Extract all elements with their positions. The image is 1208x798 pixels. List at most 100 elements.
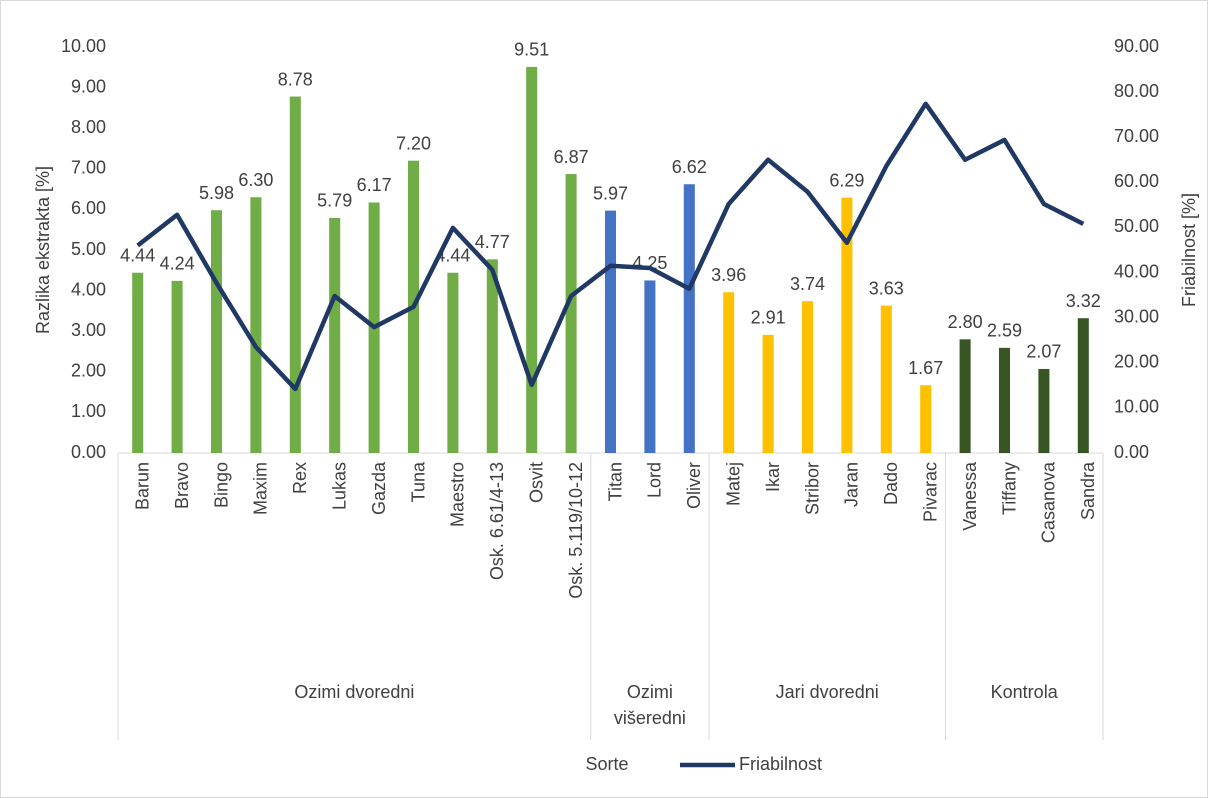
x-tick-label: Bingo <box>211 462 231 508</box>
bar <box>683 184 695 453</box>
x-tick-label: Tuna <box>408 461 428 502</box>
x-tick-label: Stribor <box>802 462 822 515</box>
bar <box>959 339 971 453</box>
y2-axis-title: Friabilnost [%] <box>1179 193 1199 307</box>
bar <box>920 385 932 453</box>
bar <box>880 305 892 453</box>
value-label: 3.96 <box>711 265 746 285</box>
y-tick-label: 6.00 <box>71 198 106 218</box>
y2-tick-label: 0.00 <box>1114 442 1149 462</box>
y-tick-label: 1.00 <box>71 401 106 421</box>
x-tick-label: Casanova <box>1039 461 1059 543</box>
value-label: 2.59 <box>987 321 1022 341</box>
x-axis-title: Sorte <box>585 754 628 774</box>
bar <box>526 66 538 454</box>
value-label: 9.51 <box>514 40 549 60</box>
y-tick-label: 9.00 <box>71 76 106 96</box>
y2-tick-label: 30.00 <box>1114 306 1159 326</box>
value-label: 5.98 <box>199 183 234 203</box>
value-label: 4.44 <box>120 245 155 265</box>
value-label: 6.29 <box>829 170 864 190</box>
value-label: 6.30 <box>238 170 273 190</box>
bar <box>723 292 735 453</box>
value-label: 3.32 <box>1066 291 1101 311</box>
x-tick-label: Jaran <box>842 462 862 507</box>
x-tick-label: Vanessa <box>960 461 980 531</box>
value-label: 6.17 <box>357 175 392 195</box>
group-label: Ozimi višeredni <box>613 682 686 728</box>
bar <box>250 197 262 453</box>
y-tick-label: 7.00 <box>71 158 106 178</box>
bar <box>486 259 498 453</box>
y2-tick-label: 70.00 <box>1114 126 1159 146</box>
bar <box>841 197 853 453</box>
bar <box>998 347 1011 453</box>
value-label: 2.80 <box>948 312 983 332</box>
x-tick-label: Oliver <box>684 462 704 509</box>
bar <box>329 217 341 453</box>
value-label: 3.74 <box>790 274 825 294</box>
x-tick-label: Maxim <box>251 462 271 515</box>
y-tick-label: 4.00 <box>71 279 106 299</box>
x-tick-label: Dado <box>881 462 901 505</box>
value-label: 5.79 <box>317 191 352 211</box>
y2-tick-label: 80.00 <box>1114 81 1159 101</box>
bar <box>1077 318 1089 453</box>
value-label: 1.67 <box>908 358 943 378</box>
bar <box>1038 368 1050 453</box>
bar <box>171 280 183 453</box>
x-tick-label: Rex <box>290 462 310 494</box>
bar <box>801 301 814 453</box>
y-tick-label: 0.00 <box>71 442 106 462</box>
y2-tick-label: 90.00 <box>1114 36 1159 56</box>
y-axis-title: Razlika ekstrakta [%] <box>33 166 53 334</box>
group-label: Ozimi dvoredni <box>294 682 415 702</box>
x-tick-label: Osk. 6.61/4-13 <box>487 462 507 580</box>
y-tick-label: 10.00 <box>61 36 106 56</box>
x-tick-label: Barun <box>132 462 152 510</box>
group-label: Jari dvoredni <box>775 682 879 702</box>
bar <box>132 272 144 453</box>
y-tick-label: 3.00 <box>71 320 106 340</box>
y-tick-label: 2.00 <box>71 361 106 381</box>
value-label: 4.77 <box>475 232 510 252</box>
x-tick-label: Gazda <box>369 461 389 515</box>
x-tick-label: Bravo <box>172 462 192 509</box>
value-label: 2.07 <box>1026 342 1061 362</box>
bar <box>644 280 656 453</box>
value-label: 2.91 <box>751 308 786 328</box>
x-tick-label: Pivarac <box>920 462 940 522</box>
bar <box>210 210 223 453</box>
y-tick-label: 8.00 <box>71 117 106 137</box>
x-tick-label: Lord <box>645 462 665 498</box>
bar <box>289 96 301 454</box>
y2-tick-label: 40.00 <box>1114 261 1159 281</box>
y2-tick-label: 50.00 <box>1114 216 1159 236</box>
y2-tick-label: 10.00 <box>1114 397 1159 417</box>
value-label: 7.20 <box>396 133 431 153</box>
x-tick-label: Osvit <box>526 462 546 503</box>
value-label: 3.63 <box>869 278 904 298</box>
value-label: 5.97 <box>593 183 628 203</box>
value-label: 6.62 <box>672 157 707 177</box>
x-tick-label: Tiffany <box>999 462 1019 515</box>
bar <box>447 272 459 453</box>
bar <box>604 210 617 453</box>
x-tick-label: Titan <box>605 462 625 501</box>
x-tick-label: Ikar <box>763 462 783 492</box>
y2-tick-label: 20.00 <box>1114 352 1159 372</box>
group-label: Kontrola <box>990 682 1058 702</box>
value-label: 8.78 <box>278 69 313 89</box>
bar <box>762 334 774 453</box>
x-tick-label: Sandra <box>1078 461 1098 520</box>
y-tick-label: 5.00 <box>71 239 106 259</box>
y2-tick-label: 60.00 <box>1114 171 1159 191</box>
x-tick-label: Maestro <box>448 462 468 527</box>
line-series <box>136 101 1085 392</box>
x-tick-label: Lukas <box>329 462 349 510</box>
value-label: 6.87 <box>554 147 589 167</box>
legend-label: Friabilnost <box>739 754 822 774</box>
bar <box>565 174 577 453</box>
